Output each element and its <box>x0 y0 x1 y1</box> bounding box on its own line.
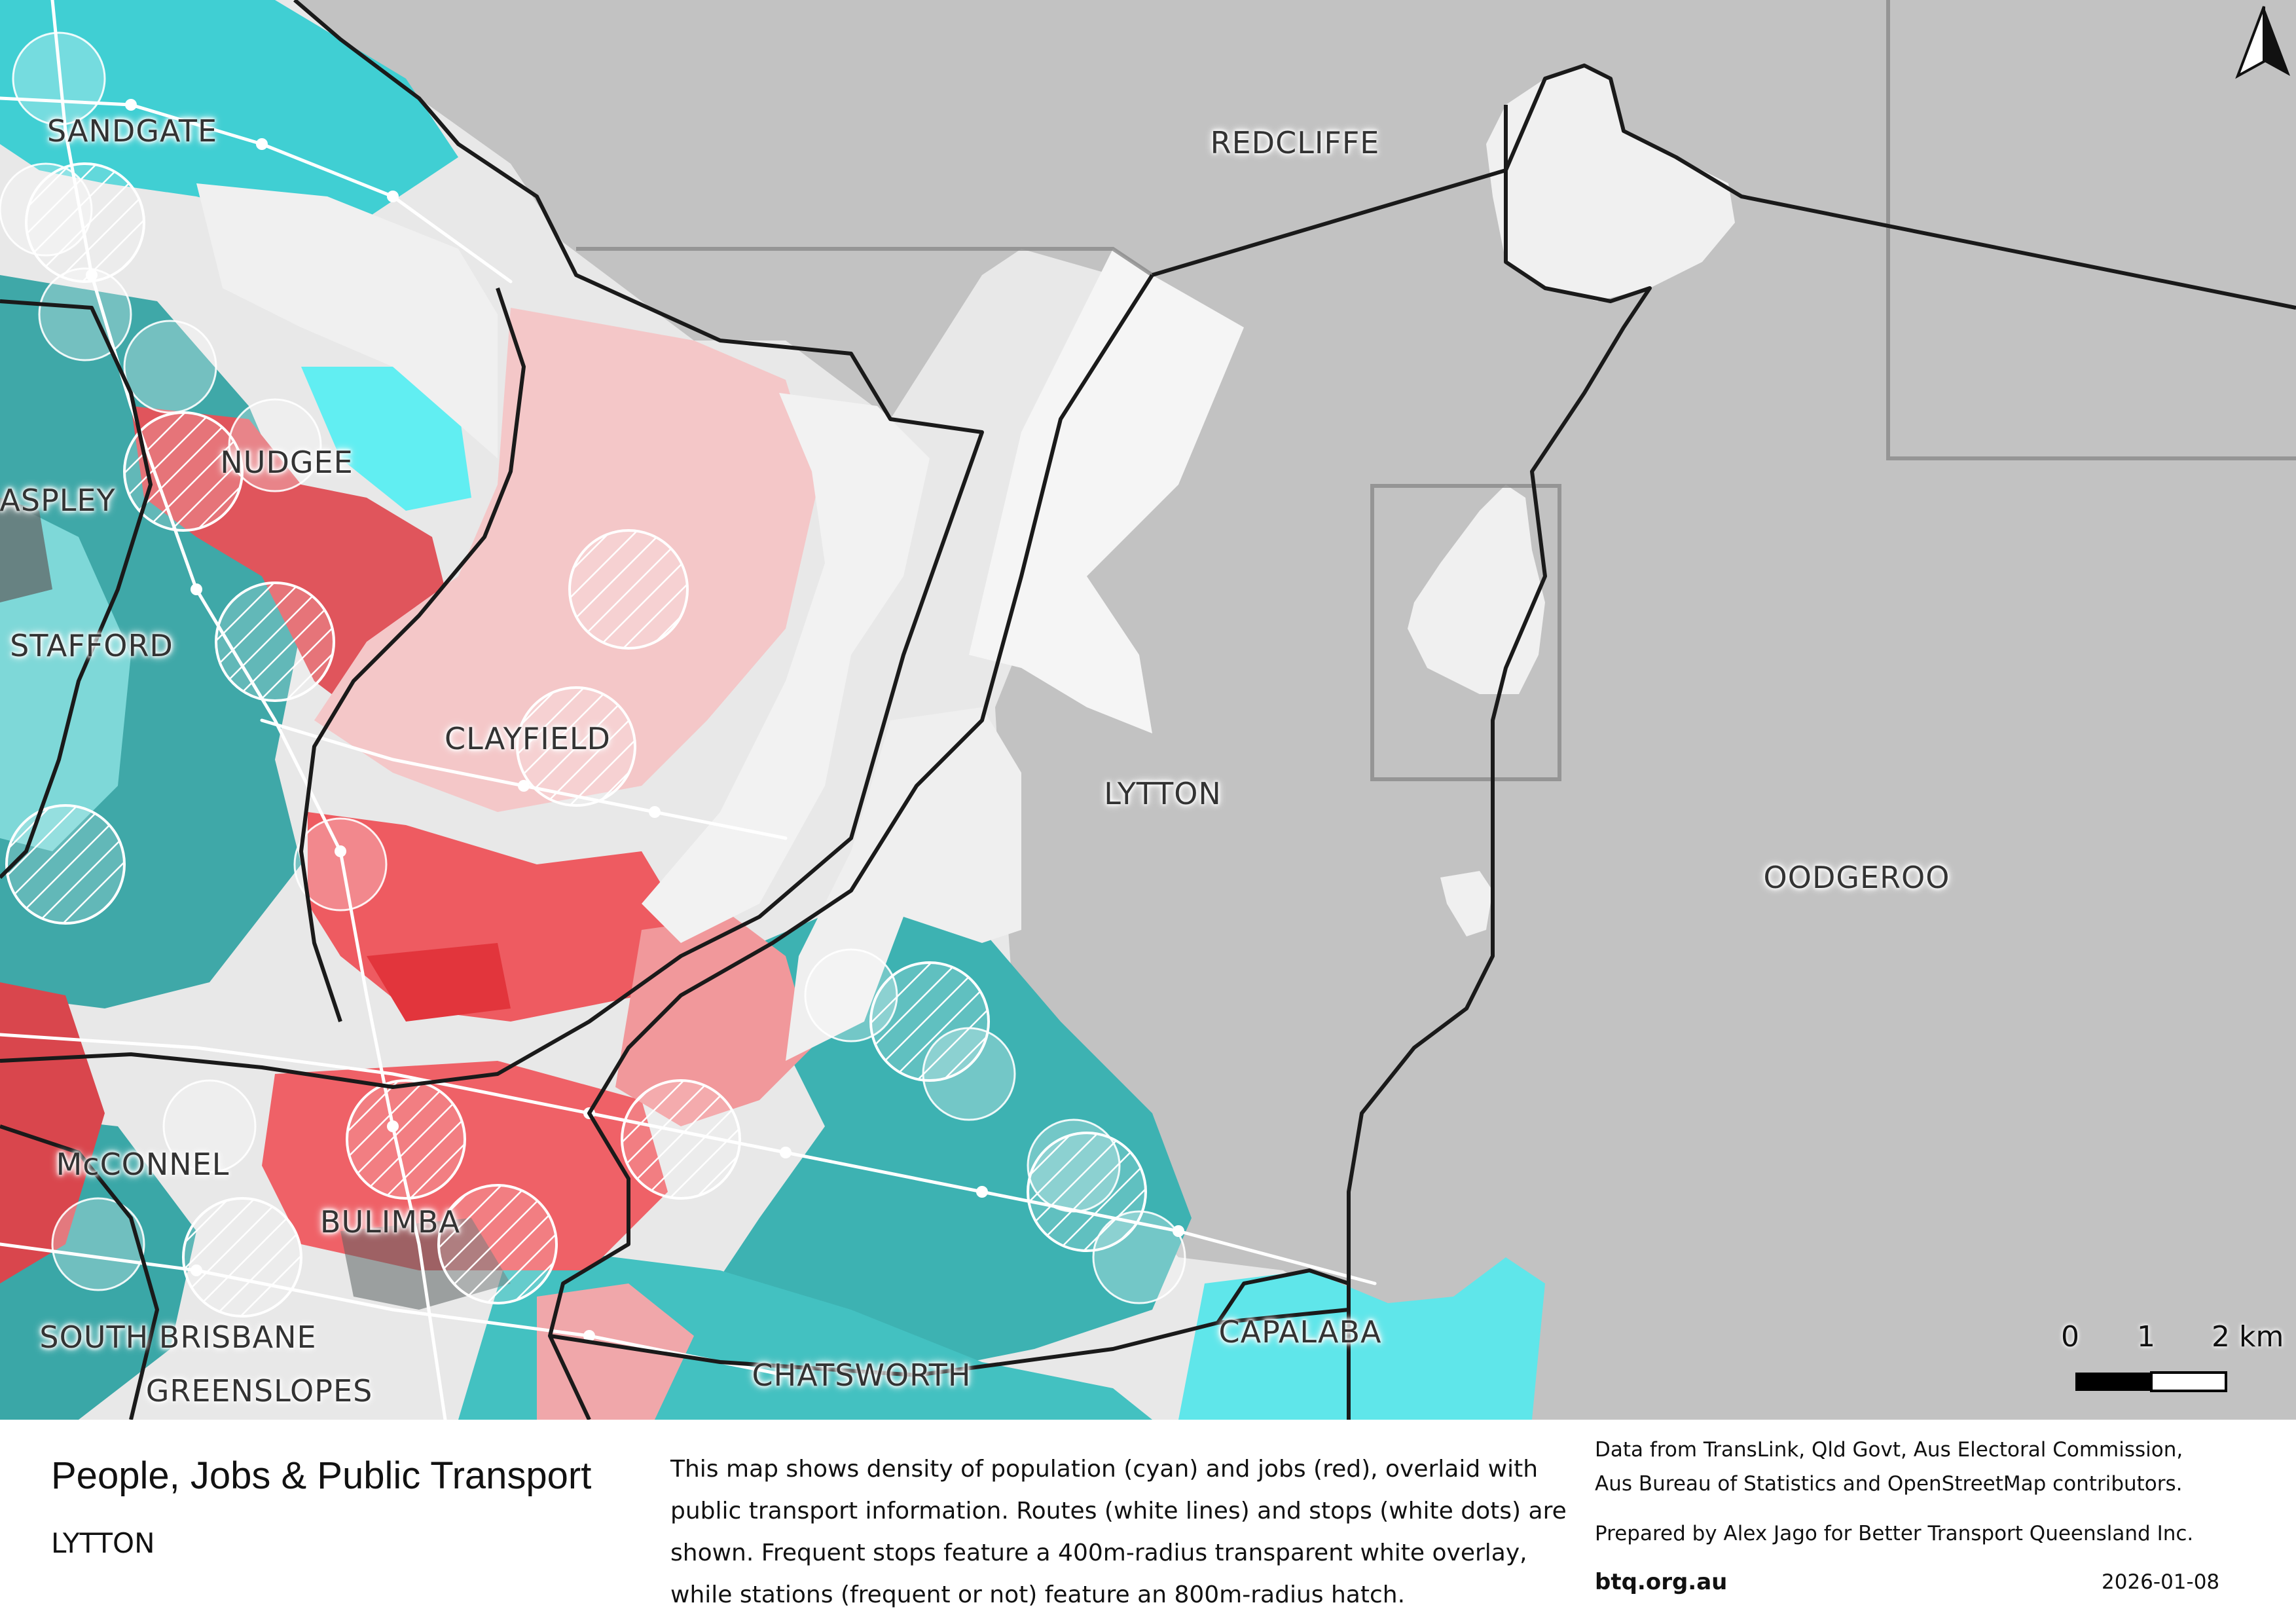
population-zone-capalaba <box>1178 1257 1545 1420</box>
industrial-port-lytton <box>786 707 1021 1061</box>
mud-island <box>1486 65 1735 301</box>
scale-bar <box>2075 1371 2227 1392</box>
mixed-zone-aspley <box>0 498 52 602</box>
north-arrow-icon <box>2235 6 2290 79</box>
industrial-port-east <box>642 393 930 943</box>
jobs-zone-pink-south <box>537 1283 694 1420</box>
green-island <box>1440 871 1493 936</box>
credits-line-1: Data from TransLink, Qld Govt, Aus Elect… <box>1595 1438 2183 1462</box>
map-title: People, Jobs & Public Transport <box>51 1454 592 1497</box>
jobs-zone-airport-core <box>367 943 511 1022</box>
map-description: This map shows density of population (cy… <box>670 1456 1567 1608</box>
credits-line-2: Aus Bureau of Statistics and OpenStreetM… <box>1595 1472 2183 1496</box>
jobs-zone-clayfield <box>314 308 818 812</box>
place-label-stafford: STAFFORD <box>10 628 173 663</box>
scale-label-2: 2 km <box>2212 1320 2284 1354</box>
prepared-by: Prepared by Alex Jago for Better Transpo… <box>1595 1522 2194 1545</box>
place-label-south-brisbane: SOUTH BRISBANE <box>39 1320 317 1355</box>
industrial-northeast <box>196 183 498 458</box>
website-link[interactable]: btq.org.au <box>1595 1569 1728 1595</box>
place-label-nudgee: NUDGEE <box>220 445 354 480</box>
place-label-capalaba: CAPALABA <box>1218 1314 1382 1350</box>
place-label-lytton: LYTTON <box>1104 776 1222 811</box>
map-date: 2026-01-08 <box>2102 1570 2220 1594</box>
place-label-aspley: ASPLEY <box>0 483 116 518</box>
map-subtitle: LYTTON <box>51 1527 155 1559</box>
place-label-bulimba: BULIMBA <box>319 1204 461 1240</box>
place-label-oodgeroo: OODGEROO <box>1763 860 1950 895</box>
place-label-redcliffe: REDCLIFFE <box>1210 125 1380 160</box>
place-label-sandgate: SANDGATE <box>46 113 218 149</box>
place-label-chatsworth: CHATSWORTH <box>752 1357 972 1393</box>
scale-label-1: 1 <box>2137 1320 2155 1354</box>
st-helena-island <box>1408 485 1545 694</box>
map-graphic <box>0 0 2296 1420</box>
port-of-brisbane <box>969 249 1244 733</box>
population-zone-bright-strip <box>301 367 471 511</box>
map-canvas[interactable]: SANDGATE REDCLIFFE NUDGEE ASPLEY STAFFOR… <box>0 0 2296 1420</box>
place-label-greenslopes: GREENSLOPES <box>145 1373 373 1409</box>
scale-label-0: 0 <box>2061 1320 2079 1354</box>
legend-footer: People, Jobs & Public Transport LYTTON T… <box>0 1420 2296 1624</box>
data-credits: Data from TransLink, Qld Govt, Aus Elect… <box>1595 1433 2276 1501</box>
place-label-clayfield: CLAYFIELD <box>445 721 611 756</box>
place-label-mcconnel: McCONNEL <box>56 1147 230 1182</box>
